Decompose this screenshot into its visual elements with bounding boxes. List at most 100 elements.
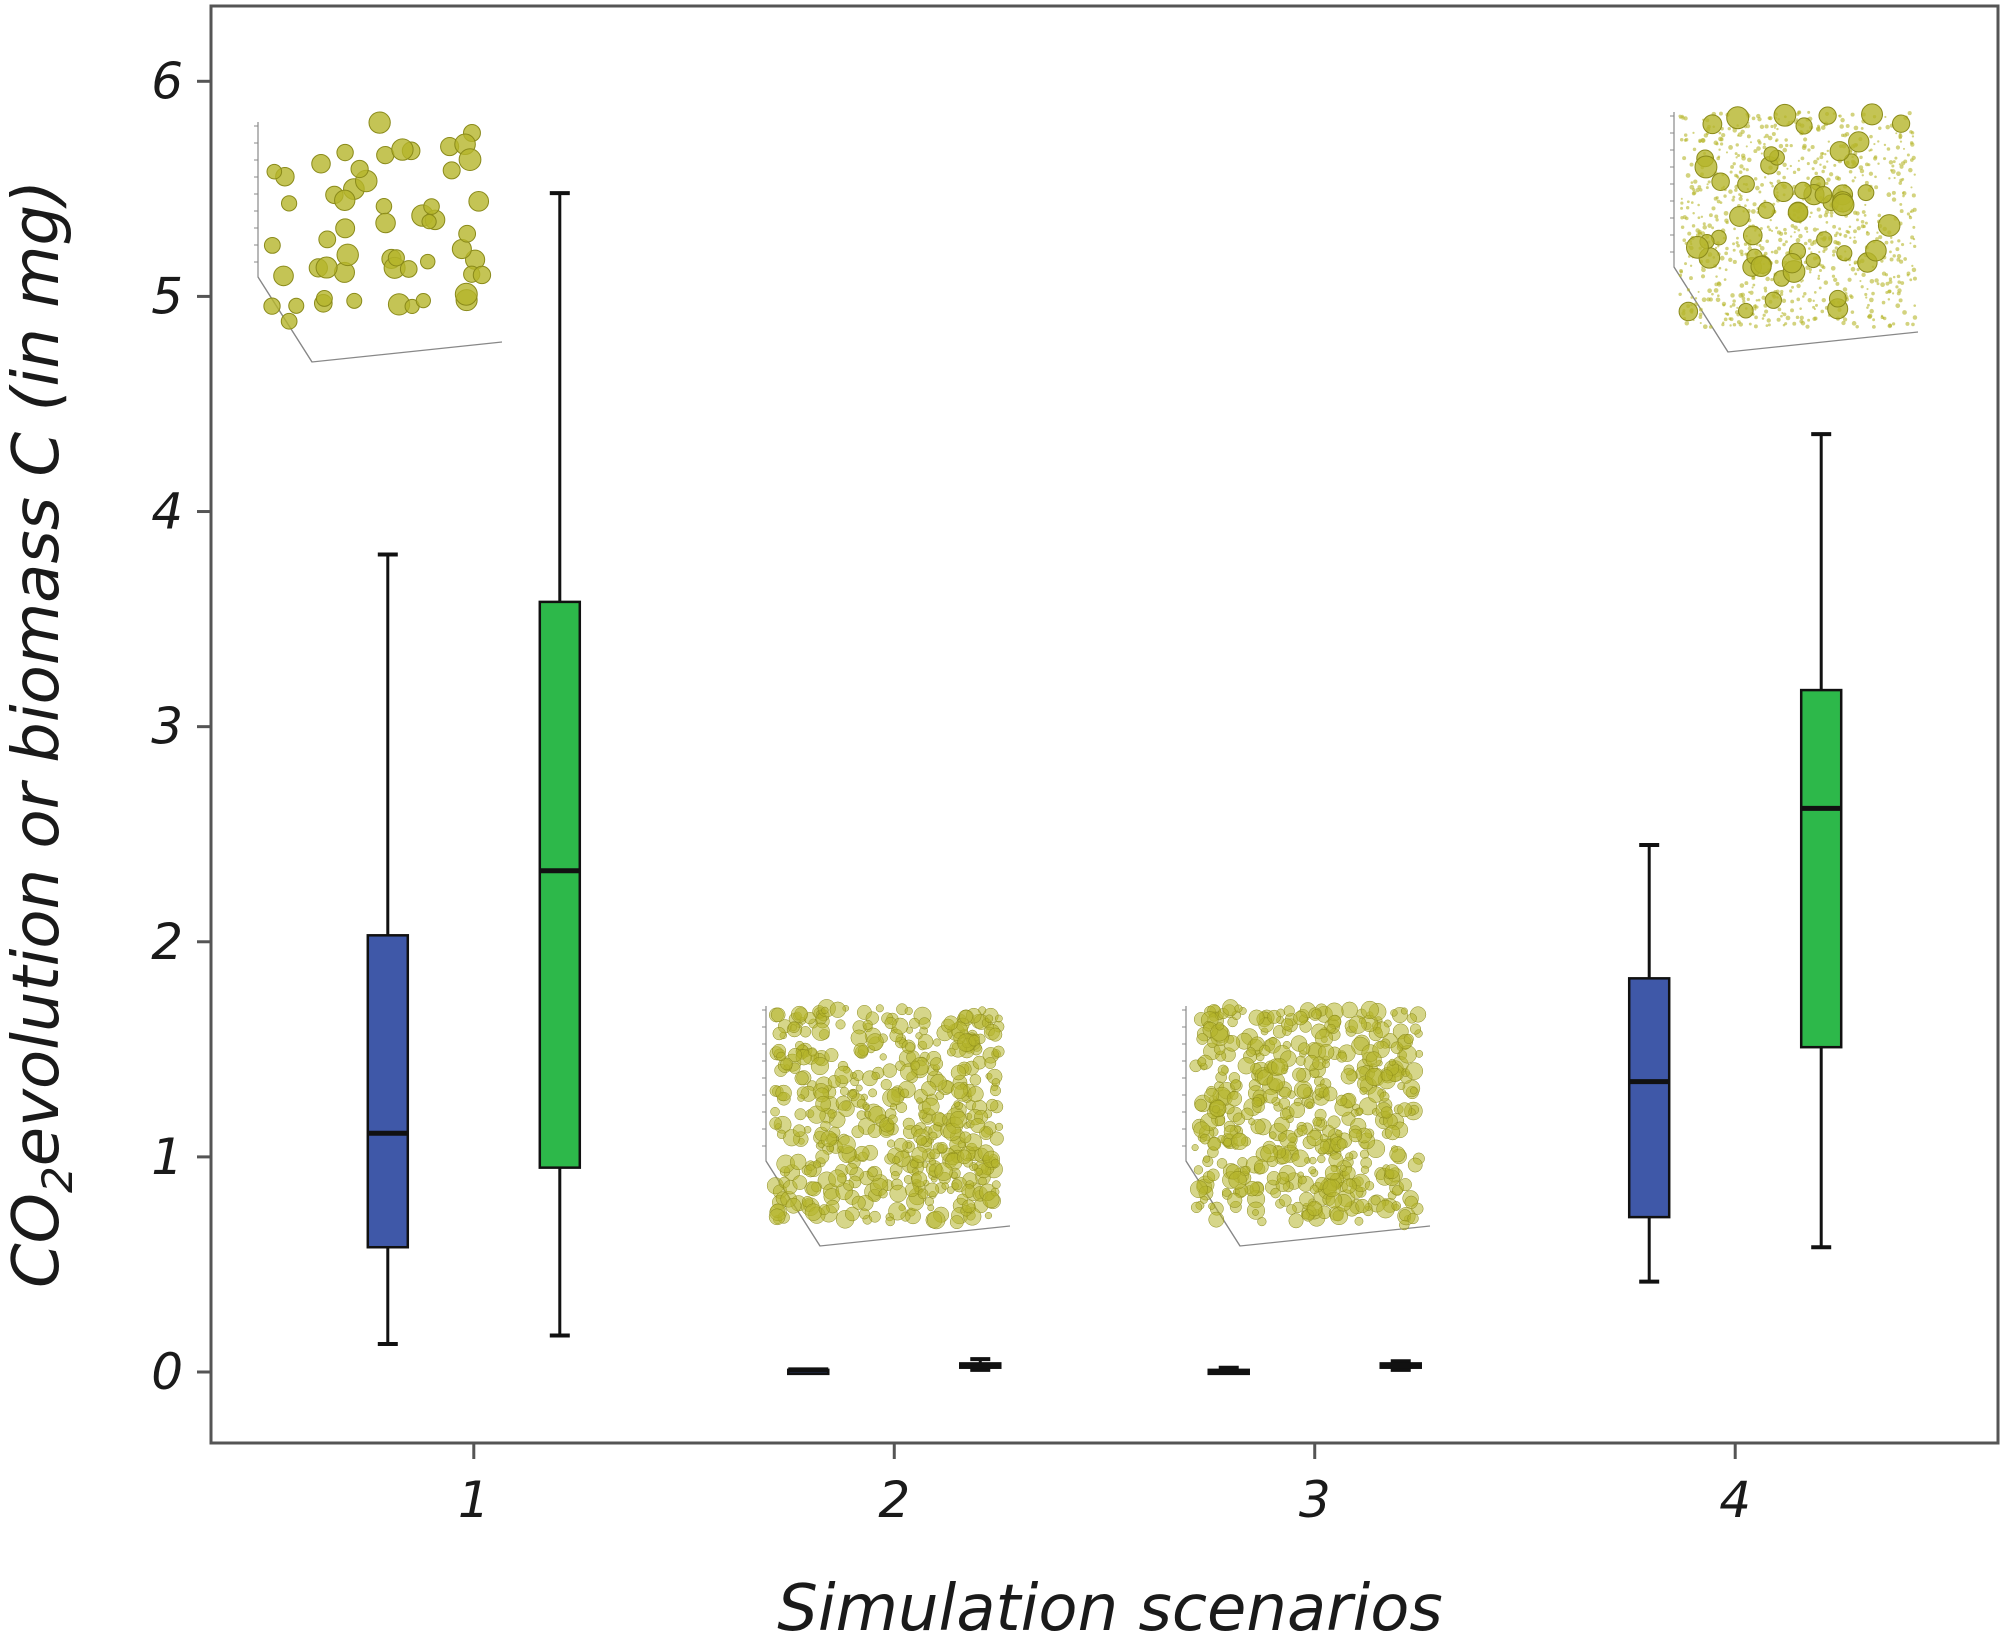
box-marks [366, 191, 1843, 1376]
inset-speck [1728, 317, 1732, 321]
inset-speck [1891, 197, 1897, 202]
inset-speck [1692, 188, 1696, 192]
inset-sphere [318, 230, 337, 249]
inset-blob [994, 1014, 1003, 1023]
inset-speck [1681, 115, 1685, 120]
inset-speck [1911, 264, 1914, 267]
inset-blob [1322, 1178, 1341, 1198]
inset-speck [1754, 315, 1758, 320]
inset-speck [1887, 289, 1892, 294]
inset-speck [1717, 245, 1720, 248]
inset-sphere [368, 111, 391, 134]
inset-speck [1765, 239, 1770, 244]
inset-blob [970, 1118, 986, 1134]
inset-blob [982, 1191, 1000, 1209]
inset-speck [1749, 141, 1753, 144]
inset-speck [1902, 194, 1905, 198]
inset-speck [1701, 266, 1704, 269]
inset-speck [1748, 291, 1751, 294]
inset-blob [892, 1156, 900, 1164]
inset-speck [1746, 198, 1749, 202]
inset-blob [1348, 1128, 1363, 1143]
inset-speck [1894, 156, 1898, 160]
inset-speck [1812, 227, 1818, 232]
inset-blob [911, 1171, 928, 1188]
inset-speck [1874, 175, 1877, 179]
inset-speck [1896, 254, 1902, 259]
inset-sphere [1828, 289, 1847, 308]
inset-speck [1715, 275, 1718, 278]
inset-speck [1806, 230, 1809, 233]
inset-speck [1691, 224, 1696, 228]
inset-blob [1223, 1137, 1232, 1147]
inset-speck [1718, 148, 1721, 151]
inset-speck [1738, 196, 1743, 201]
inset-blob [859, 1208, 870, 1220]
inset-speck [1752, 304, 1757, 309]
inset-speck [1876, 231, 1879, 234]
inset-speck [1776, 179, 1781, 184]
inset-blob [1410, 1023, 1422, 1035]
inset-speck [1768, 228, 1772, 232]
inset-blob [1345, 1152, 1354, 1161]
inset-speck [1689, 162, 1694, 167]
y-axis-title-part-1: CO [0, 1193, 74, 1288]
y-tick-label: 3 [151, 698, 183, 756]
inset-speck [1790, 224, 1795, 228]
inset-speck [1778, 143, 1784, 149]
inset-speck [1813, 316, 1818, 321]
inset-speck [1802, 143, 1807, 149]
y-tick-label: 0 [151, 1343, 183, 1401]
inset-blob [1217, 1064, 1229, 1076]
inset-blob [904, 1006, 913, 1016]
inset-sphere [387, 249, 405, 267]
inset-blob [1215, 1022, 1224, 1031]
inset-speck [1780, 289, 1784, 294]
inset-speck [1795, 315, 1800, 320]
inset-sphere [280, 195, 298, 212]
inset-blob [1207, 1136, 1222, 1151]
inset-blob [1410, 1087, 1418, 1095]
inset-blob [1340, 1068, 1357, 1085]
inset-blob [1196, 1033, 1209, 1045]
inset-sphere [1829, 141, 1850, 162]
inset-speck [1853, 262, 1857, 265]
box-1-1 [366, 552, 410, 1347]
inset-blob [866, 1033, 884, 1051]
inset-blob [848, 1090, 857, 1099]
inset-speck [1714, 214, 1719, 219]
inset-speck [1819, 163, 1822, 166]
inset-sphere [423, 198, 440, 215]
inset-speck [1773, 123, 1778, 128]
y-axis-ticks: 0 1 2 3 4 5 6 [151, 52, 211, 1401]
inset-sphere [1711, 172, 1730, 191]
inset-blob [887, 1114, 898, 1125]
inset-blob [902, 1117, 915, 1130]
inset-speck [1872, 318, 1876, 322]
inset-speck [1895, 145, 1901, 150]
inset-speck [1891, 322, 1896, 326]
inset-speck [1860, 219, 1865, 224]
inset-speck [1762, 145, 1767, 150]
inset-blob [768, 1208, 786, 1226]
inset-speck [1736, 236, 1739, 240]
inset-image [1182, 999, 1431, 1247]
inset-speck [1784, 138, 1788, 142]
inset-blob [820, 1120, 831, 1132]
inset-blob [930, 1057, 944, 1071]
inset-speck [1842, 287, 1848, 292]
inset-speck [1842, 317, 1848, 322]
inset-speck [1689, 264, 1693, 267]
inset-speck [1786, 167, 1789, 170]
inset-speck [1732, 248, 1736, 252]
inset-speck [1896, 171, 1901, 177]
inset-speck [1893, 176, 1896, 180]
inset-speck [1898, 135, 1902, 140]
inset-speck [1725, 151, 1729, 154]
inset-speck [1782, 175, 1786, 180]
inset-speck [1729, 170, 1733, 174]
inset-speck [1912, 225, 1916, 229]
inset-speck [1858, 165, 1864, 170]
inset-blob [811, 1022, 830, 1041]
inset-speck [1732, 195, 1736, 199]
